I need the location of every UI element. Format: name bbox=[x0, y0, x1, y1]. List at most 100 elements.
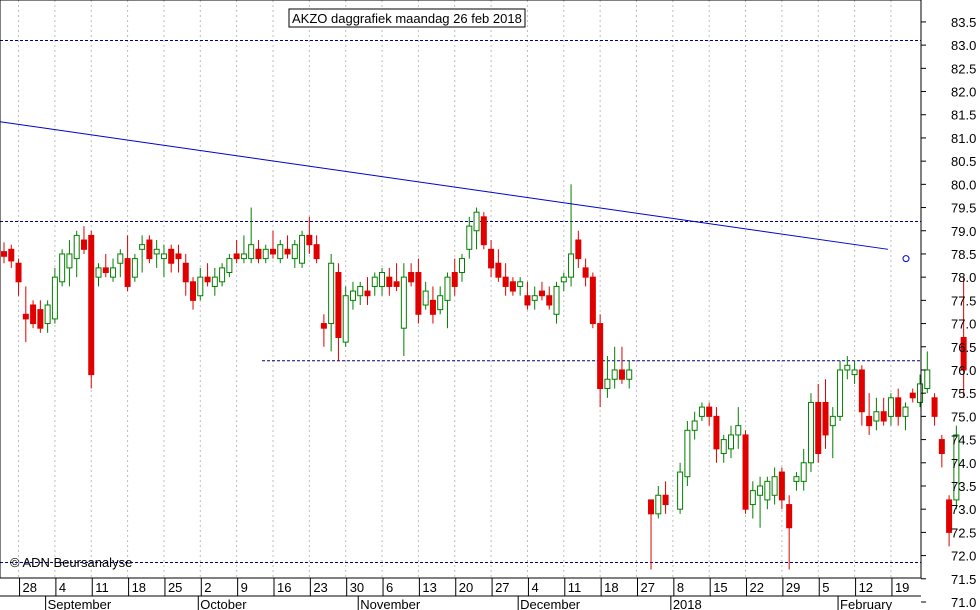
candle-body bbox=[269, 248, 276, 255]
candle-body bbox=[349, 290, 356, 301]
candle bbox=[219, 263, 226, 287]
candle-body bbox=[778, 471, 785, 501]
candle bbox=[858, 365, 865, 426]
candle-body bbox=[793, 476, 800, 482]
y-tick-label: 77.0 bbox=[951, 317, 976, 332]
date-tick-label: 6 bbox=[386, 580, 393, 595]
candle bbox=[742, 430, 749, 514]
candle bbox=[931, 393, 938, 426]
candle-body bbox=[568, 253, 575, 278]
candle bbox=[160, 244, 167, 278]
candle bbox=[960, 277, 967, 398]
date-tick-label: 27 bbox=[495, 580, 509, 595]
candle bbox=[429, 286, 436, 324]
candle bbox=[837, 360, 844, 422]
candle-body bbox=[786, 504, 793, 529]
candle bbox=[655, 485, 662, 519]
candle bbox=[728, 425, 734, 459]
candle bbox=[451, 258, 458, 296]
candle bbox=[575, 230, 582, 268]
candle-body bbox=[328, 262, 335, 325]
candle bbox=[604, 356, 611, 398]
candle bbox=[713, 407, 720, 463]
chart-title: AKZO daggrafiek maandag 26 feb 2018 bbox=[292, 11, 522, 26]
candle bbox=[597, 314, 604, 408]
candle-body bbox=[655, 494, 662, 515]
candle-body bbox=[95, 267, 102, 278]
candle-body bbox=[422, 290, 429, 306]
candle bbox=[357, 281, 364, 305]
candle bbox=[408, 263, 415, 287]
candle-body bbox=[451, 272, 458, 287]
candle bbox=[480, 212, 487, 250]
candle bbox=[829, 407, 836, 459]
date-tick-label: 28 bbox=[23, 580, 37, 595]
candle-body bbox=[22, 313, 29, 320]
candle-body bbox=[517, 281, 524, 287]
y-tick-label: 73.5 bbox=[951, 479, 976, 494]
candle-body bbox=[226, 258, 233, 274]
candle bbox=[226, 253, 233, 278]
candle bbox=[204, 263, 211, 287]
candle bbox=[386, 267, 393, 296]
candle bbox=[437, 286, 444, 315]
candle bbox=[30, 300, 37, 329]
y-tick-label: 81.0 bbox=[951, 131, 976, 146]
candle bbox=[299, 230, 306, 268]
candle bbox=[400, 263, 407, 357]
candle bbox=[488, 240, 495, 278]
candle bbox=[197, 267, 204, 301]
candle bbox=[844, 356, 851, 380]
y-tick-label: 78.0 bbox=[951, 270, 976, 285]
candle bbox=[757, 476, 764, 528]
candle bbox=[771, 467, 778, 505]
candle-body bbox=[248, 244, 255, 260]
date-tick-label: 23 bbox=[313, 580, 327, 595]
candle bbox=[88, 230, 95, 389]
y-tick-label: 78.5 bbox=[951, 247, 976, 262]
candle bbox=[866, 393, 873, 435]
date-tick-label: 12 bbox=[859, 580, 873, 595]
candle-body bbox=[953, 434, 960, 501]
candle bbox=[677, 462, 684, 514]
candle-body bbox=[1, 251, 7, 257]
candle bbox=[793, 472, 800, 491]
date-tick-label: 13 bbox=[422, 580, 436, 595]
month-label: 2018 bbox=[673, 597, 702, 610]
candle bbox=[364, 277, 371, 305]
candle bbox=[371, 272, 378, 296]
candle-body bbox=[175, 253, 182, 260]
candle bbox=[175, 244, 182, 273]
y-tick-label: 75.0 bbox=[951, 409, 976, 424]
date-tick-label: 11 bbox=[95, 580, 109, 595]
candle bbox=[720, 434, 727, 463]
candle-body bbox=[960, 336, 967, 371]
candle-body bbox=[764, 480, 771, 501]
candle-body bbox=[393, 281, 400, 287]
candle-body bbox=[553, 285, 560, 315]
candle-body bbox=[924, 369, 931, 390]
candle-body bbox=[589, 276, 596, 325]
candles bbox=[1, 184, 967, 570]
candle-body bbox=[371, 276, 378, 287]
candle-body bbox=[240, 253, 247, 260]
date-tick-label: 15 bbox=[713, 580, 727, 595]
month-label: October bbox=[200, 597, 247, 610]
candle bbox=[648, 499, 655, 570]
candle-body bbox=[880, 411, 887, 422]
candle bbox=[495, 249, 502, 282]
y-tick-label: 71.5 bbox=[951, 572, 976, 587]
candle bbox=[320, 314, 327, 347]
y-tick-label: 73.0 bbox=[951, 502, 976, 517]
candle bbox=[909, 388, 916, 403]
candle-body bbox=[262, 248, 269, 260]
candle-body bbox=[219, 267, 226, 283]
candle bbox=[618, 346, 625, 384]
candle bbox=[211, 267, 218, 296]
candle-body bbox=[887, 397, 894, 417]
candle bbox=[37, 300, 44, 333]
candle bbox=[880, 397, 887, 426]
candle-body bbox=[742, 434, 749, 510]
candle-body bbox=[15, 262, 22, 283]
candle bbox=[342, 286, 349, 347]
